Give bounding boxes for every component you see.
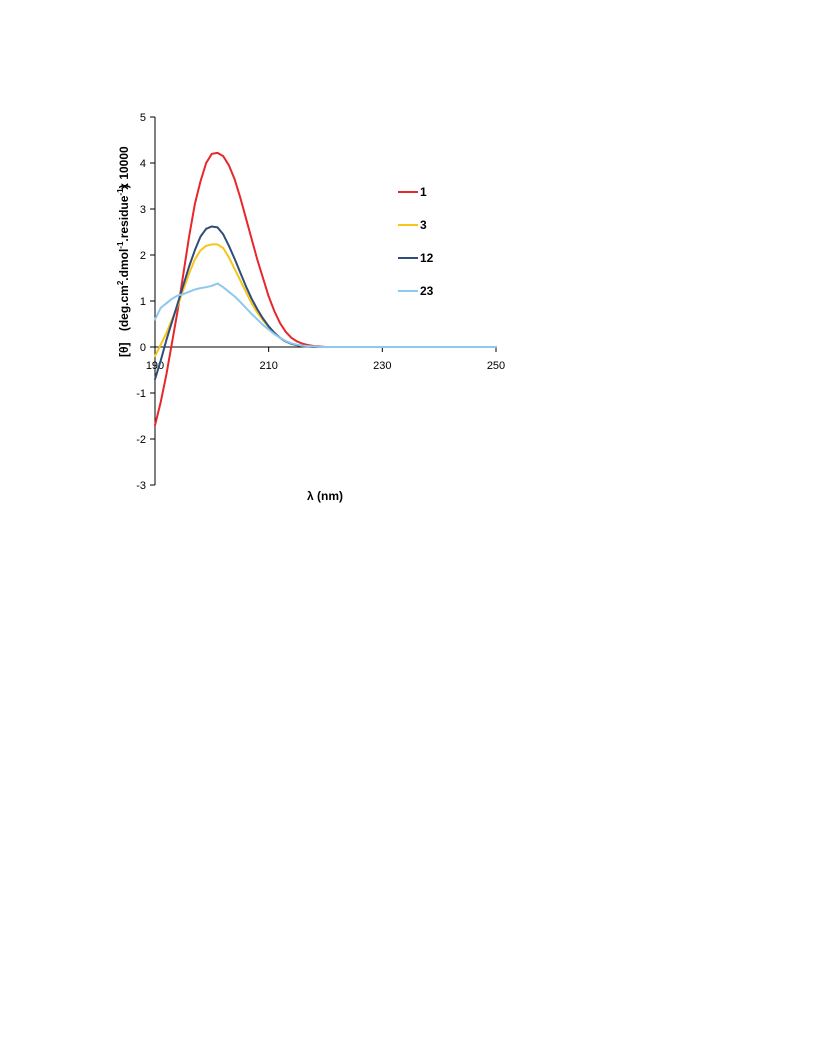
x-axis-title: λ (nm): [307, 489, 343, 503]
y-tick-label: -2: [136, 434, 146, 446]
x-tick-label: 210: [259, 360, 277, 372]
legend-label-12: 12: [420, 251, 434, 265]
y-tick-label: 0: [140, 342, 146, 354]
x-ticks: 190 210 230 250: [146, 347, 505, 372]
y-ticks: -3 -2 -1 0 1 2 3 4 5: [136, 112, 155, 492]
series-line-3: [154, 243, 497, 358]
legend-label-3: 3: [420, 218, 427, 232]
x-axis: 190 210 230 250: [146, 346, 505, 372]
y-tick-label: 2: [140, 250, 146, 262]
y-tick-label: -1: [136, 388, 146, 400]
series-line-23: [154, 282, 497, 348]
y-axis-title: [θ] (deg.cm2.dmol-1.residue-1): [116, 184, 131, 357]
y-multiplier-label: x 10000: [117, 146, 131, 190]
y-axis: -3 -2 -1 0 1 2 3 4 5: [136, 112, 156, 492]
x-tick-label: 190: [146, 360, 164, 372]
series-line-1: [154, 151, 497, 427]
x-tick-label: 250: [487, 360, 505, 372]
legend-label-23: 23: [420, 284, 434, 298]
y-tick-label: 4: [140, 158, 146, 170]
y-tick-label: 5: [140, 112, 146, 124]
series-lines: [154, 151, 497, 427]
x-tick-label: 230: [373, 360, 391, 372]
y-tick-label: 1: [140, 296, 146, 308]
y-tick-label: -3: [136, 480, 146, 492]
series-line-12: [154, 225, 497, 381]
legend: 1 3 12 23: [398, 185, 434, 298]
legend-label-1: 1: [420, 185, 427, 199]
y-tick-label: 3: [140, 204, 146, 216]
